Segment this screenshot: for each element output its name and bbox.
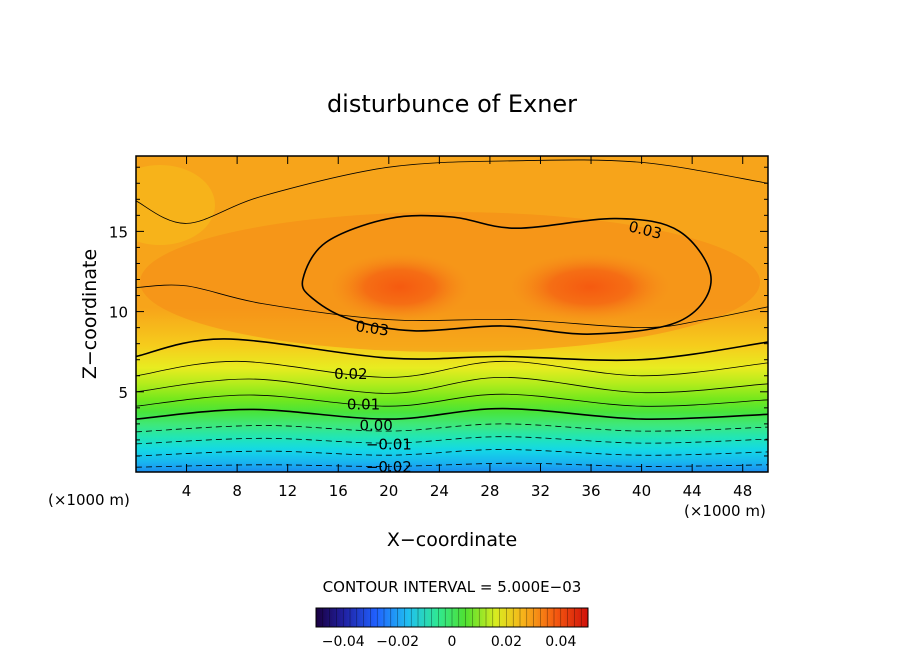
colorbar-label: −0.04: [322, 634, 365, 650]
contour-label: 0.03: [354, 317, 390, 339]
colorbar-label: 0.04: [545, 634, 576, 650]
y-axis-ticks: 5 10 15: [109, 166, 768, 457]
hot-region-left: [330, 253, 470, 321]
x-tick-label: 48: [733, 482, 752, 500]
colorbar-labels: −0.04 −0.02 0 0.02 0.04: [322, 634, 577, 650]
y-axis-label: Z−coordinate: [79, 249, 101, 379]
x-tick-label: 36: [581, 482, 600, 500]
chart-title: disturbunce of Exner: [327, 90, 577, 118]
contour-line: [136, 423, 768, 433]
contour-line: [136, 407, 768, 421]
hot-region-right: [510, 253, 670, 321]
colorbar-label: 0.02: [491, 634, 522, 650]
colorbar-ticks: [322, 608, 582, 627]
y-tick-label: 10: [109, 304, 128, 322]
contour-line: [136, 393, 768, 407]
y-tick-label: 5: [118, 384, 128, 402]
colorbar-label: 0: [448, 634, 457, 650]
x-unit-right: (×1000 m): [684, 502, 766, 520]
x-tick-label: 12: [278, 482, 297, 500]
contour-line: [136, 462, 768, 468]
x-tick-label: 32: [531, 482, 550, 500]
contour-label: 0.02: [334, 365, 367, 383]
contour-line: [136, 360, 768, 378]
x-tick-label: 40: [632, 482, 651, 500]
contour-label: −0.01: [366, 436, 412, 454]
contour-label: 0.00: [359, 416, 392, 434]
contour-line: [136, 376, 768, 394]
contour-line: [136, 436, 768, 445]
x-tick-label: 8: [232, 482, 242, 500]
y-tick-label: 15: [109, 223, 128, 241]
contour-line: [136, 284, 768, 329]
x-tick-label: 4: [182, 482, 192, 500]
x-axis-label: X−coordinate: [387, 529, 517, 551]
x-tick-label: 44: [683, 482, 702, 500]
x-axis-ticks: 4 8 12 16 20 24 28 32 36 40 44 48: [182, 156, 752, 500]
x-tick-label: 24: [430, 482, 449, 500]
colorbar-label: −0.02: [376, 634, 419, 650]
contour-line: [136, 338, 768, 362]
yellow-lobe-left: [136, 165, 215, 245]
contour-line-closed: [301, 214, 712, 335]
x-tick-label: 20: [379, 482, 398, 500]
contour-label: 0.01: [347, 396, 380, 414]
x-tick-label: 28: [480, 482, 499, 500]
x-tick-label: 16: [329, 482, 348, 500]
x-unit-left: (×1000 m): [48, 491, 130, 509]
contour-interval-text: CONTOUR INTERVAL = 5.000E−03: [323, 578, 582, 596]
plot-frame: [135, 155, 769, 473]
contour-line: [136, 449, 768, 457]
contour-lines: [136, 159, 768, 468]
